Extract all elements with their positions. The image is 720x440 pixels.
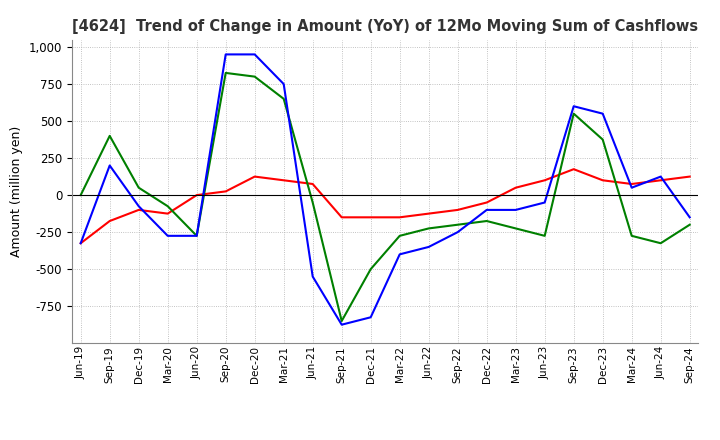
Investing Cashflow xyxy=(279,96,288,102)
Free Cashflow xyxy=(482,207,491,213)
Free Cashflow xyxy=(598,111,607,116)
Investing Cashflow xyxy=(338,319,346,324)
Investing Cashflow xyxy=(308,200,317,205)
Line: Operating Cashflow: Operating Cashflow xyxy=(81,169,690,243)
Free Cashflow xyxy=(511,207,520,213)
Investing Cashflow xyxy=(105,133,114,139)
Operating Cashflow xyxy=(685,174,694,179)
Operating Cashflow xyxy=(308,181,317,187)
Operating Cashflow xyxy=(76,241,85,246)
Investing Cashflow xyxy=(570,111,578,116)
Investing Cashflow xyxy=(221,70,230,76)
Investing Cashflow xyxy=(541,233,549,238)
Investing Cashflow xyxy=(251,74,259,79)
Investing Cashflow xyxy=(192,233,201,238)
Line: Free Cashflow: Free Cashflow xyxy=(81,55,690,325)
Free Cashflow xyxy=(135,204,143,209)
Operating Cashflow xyxy=(424,211,433,216)
Free Cashflow xyxy=(192,233,201,238)
Operating Cashflow xyxy=(454,207,462,213)
Investing Cashflow xyxy=(76,192,85,198)
Investing Cashflow xyxy=(598,137,607,142)
Investing Cashflow xyxy=(163,204,172,209)
Free Cashflow xyxy=(308,274,317,279)
Operating Cashflow xyxy=(598,178,607,183)
Free Cashflow xyxy=(454,230,462,235)
Free Cashflow xyxy=(251,52,259,57)
Investing Cashflow xyxy=(366,267,375,272)
Free Cashflow xyxy=(338,322,346,327)
Operating Cashflow xyxy=(541,178,549,183)
Operating Cashflow xyxy=(395,215,404,220)
Free Cashflow xyxy=(366,315,375,320)
Free Cashflow xyxy=(105,163,114,168)
Title: [4624]  Trend of Change in Amount (YoY) of 12Mo Moving Sum of Cashflows: [4624] Trend of Change in Amount (YoY) o… xyxy=(72,19,698,34)
Operating Cashflow xyxy=(163,211,172,216)
Line: Investing Cashflow: Investing Cashflow xyxy=(81,73,690,321)
Free Cashflow xyxy=(627,185,636,191)
Operating Cashflow xyxy=(279,178,288,183)
Free Cashflow xyxy=(685,215,694,220)
Operating Cashflow xyxy=(135,207,143,213)
Investing Cashflow xyxy=(657,241,665,246)
Operating Cashflow xyxy=(251,174,259,179)
Investing Cashflow xyxy=(395,233,404,238)
Operating Cashflow xyxy=(482,200,491,205)
Operating Cashflow xyxy=(570,167,578,172)
Free Cashflow xyxy=(570,103,578,109)
Operating Cashflow xyxy=(221,189,230,194)
Y-axis label: Amount (million yen): Amount (million yen) xyxy=(10,126,23,257)
Operating Cashflow xyxy=(627,181,636,187)
Investing Cashflow xyxy=(511,226,520,231)
Free Cashflow xyxy=(76,241,85,246)
Free Cashflow xyxy=(657,174,665,179)
Investing Cashflow xyxy=(627,233,636,238)
Operating Cashflow xyxy=(192,192,201,198)
Operating Cashflow xyxy=(657,178,665,183)
Operating Cashflow xyxy=(105,218,114,224)
Free Cashflow xyxy=(279,81,288,87)
Investing Cashflow xyxy=(454,222,462,227)
Operating Cashflow xyxy=(366,215,375,220)
Free Cashflow xyxy=(424,244,433,249)
Investing Cashflow xyxy=(135,185,143,191)
Free Cashflow xyxy=(395,252,404,257)
Free Cashflow xyxy=(541,200,549,205)
Investing Cashflow xyxy=(482,218,491,224)
Free Cashflow xyxy=(221,52,230,57)
Investing Cashflow xyxy=(685,222,694,227)
Investing Cashflow xyxy=(424,226,433,231)
Operating Cashflow xyxy=(338,215,346,220)
Operating Cashflow xyxy=(511,185,520,191)
Free Cashflow xyxy=(163,233,172,238)
